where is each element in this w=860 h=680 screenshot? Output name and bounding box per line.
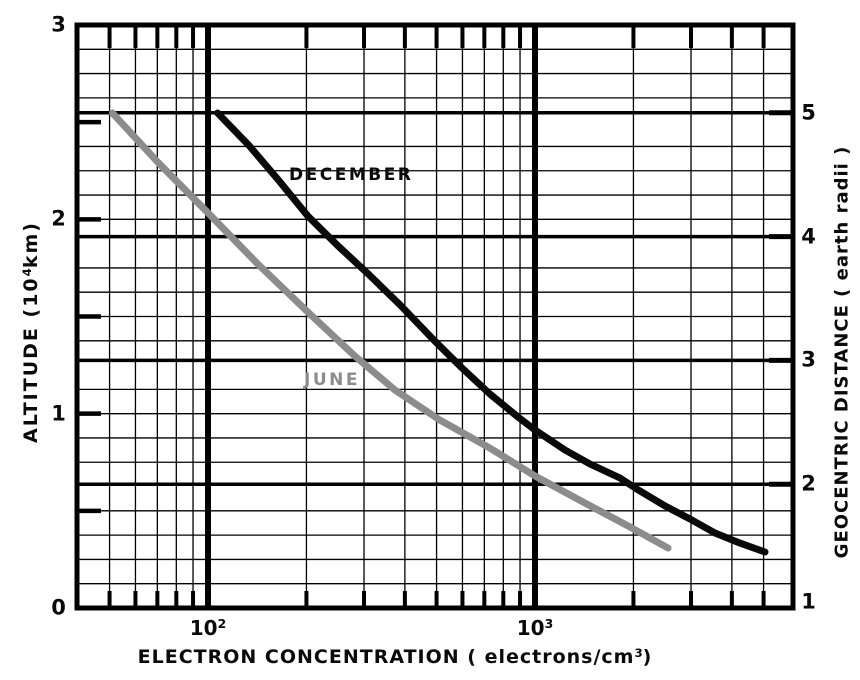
curve-june: [108, 109, 672, 552]
y-left-tick-label: 2: [51, 206, 67, 231]
curve-december: [214, 109, 769, 556]
x-tick-label: 102: [189, 616, 227, 640]
y-right-tick-label: 2: [801, 471, 817, 496]
x-tick-label: 103: [516, 616, 554, 640]
y-left-tick-label: 3: [51, 12, 67, 37]
curve-label-june: JUNE: [304, 370, 360, 390]
superscript: 4: [19, 268, 34, 277]
superscript: 2: [217, 616, 227, 632]
plot-frame: [74, 22, 796, 611]
curve-label-december: DECEMBER: [289, 165, 414, 185]
superscript: 3: [634, 645, 643, 660]
x-axis-title: ELECTRON CONCENTRATION ( electrons/cm3): [137, 645, 653, 668]
y-right-tick-label: 3: [801, 347, 817, 372]
y-axis-title-left: ALTITUDE (104km): [19, 221, 42, 443]
y-right-tick-label: 4: [801, 224, 817, 249]
y-axis-title-right: GEOCENTRIC DISTANCE ( earth radii ): [831, 145, 853, 559]
y-right-tick-label: 1: [801, 589, 817, 614]
y-left-tick-label: 1: [51, 401, 67, 426]
superscript: 3: [544, 616, 554, 632]
y-right-tick-label: 5: [801, 100, 817, 125]
y-left-tick-label: 0: [51, 595, 67, 620]
